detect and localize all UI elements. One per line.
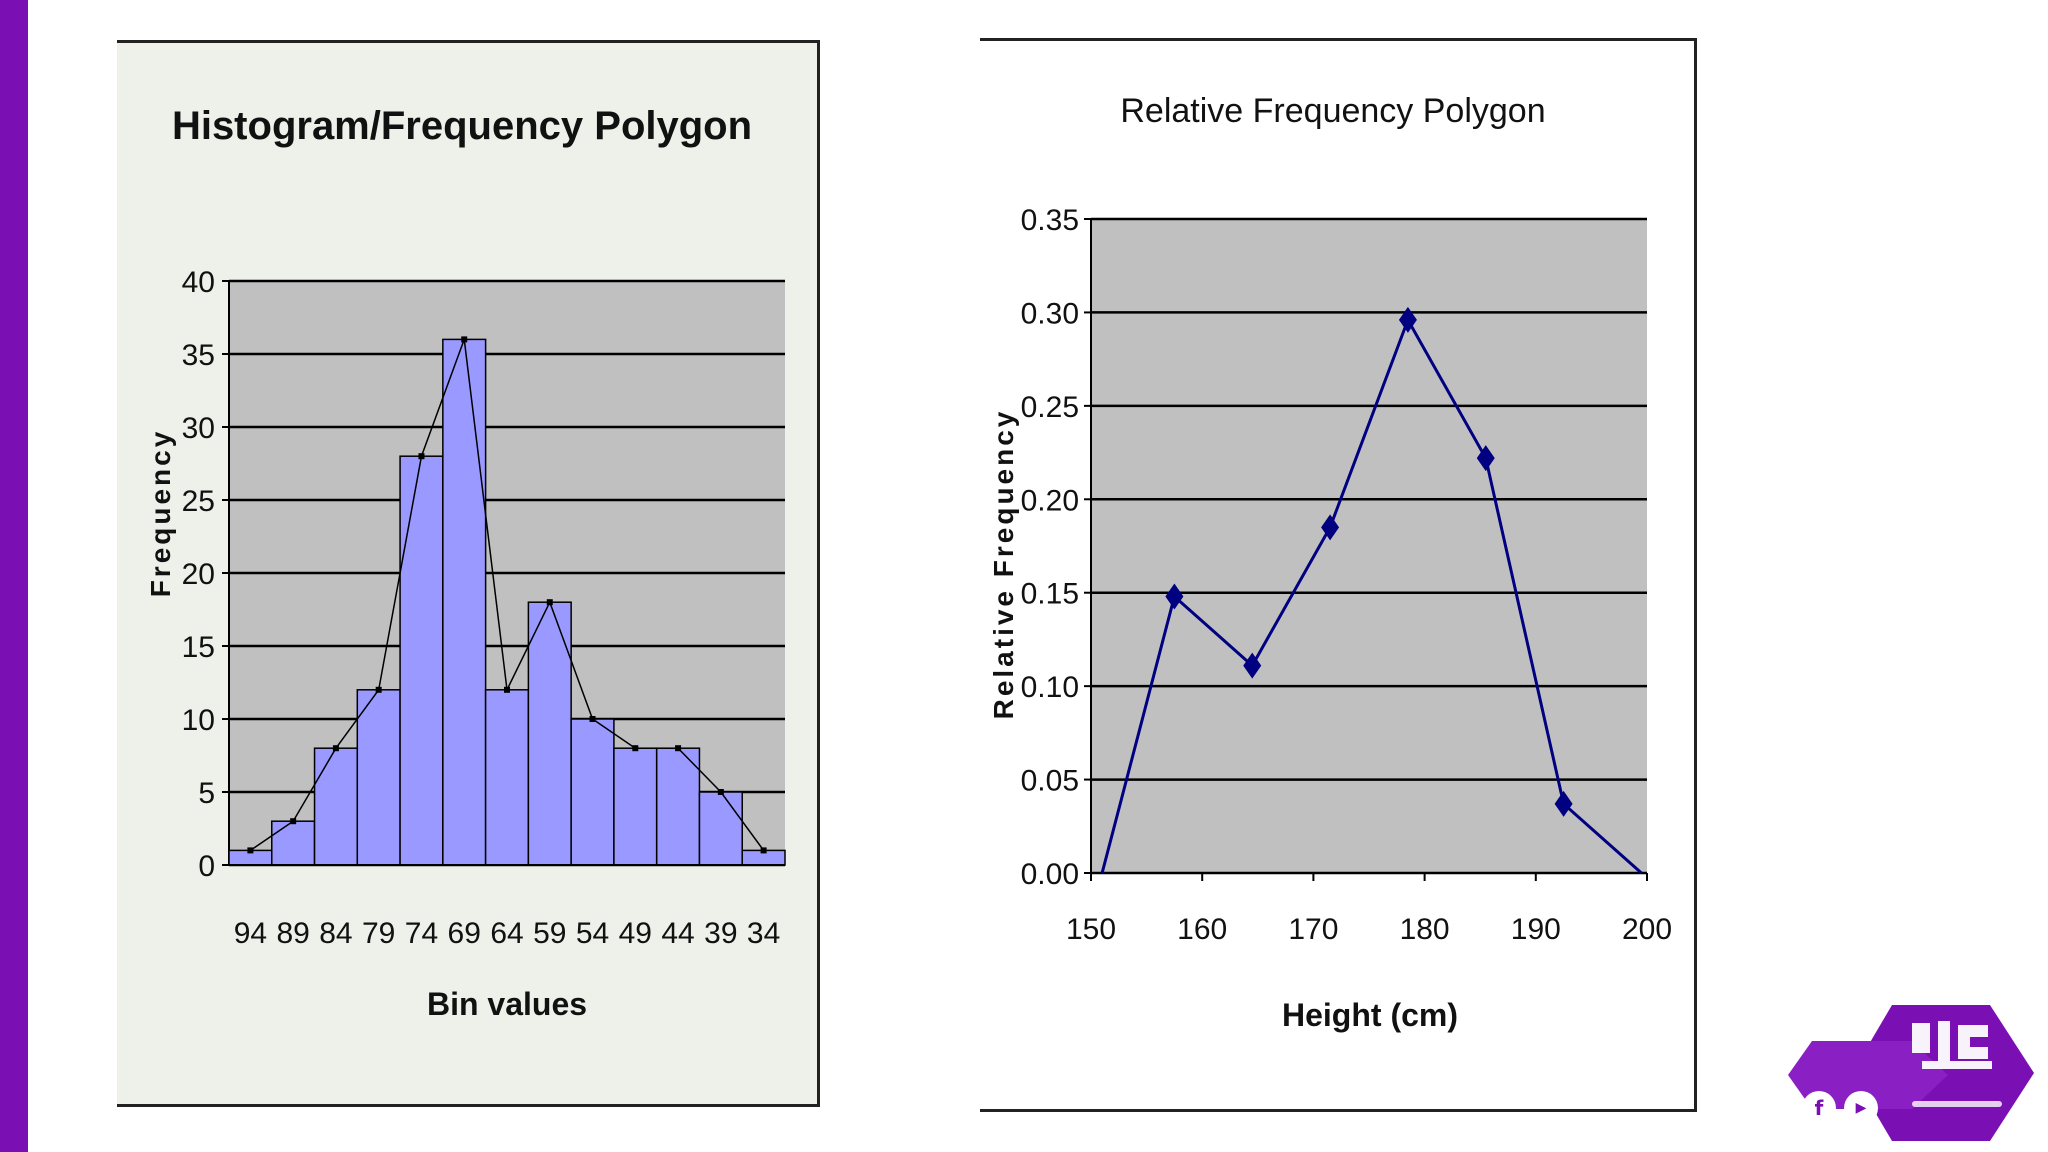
polygon-point bbox=[332, 745, 339, 752]
polygon-point bbox=[504, 686, 510, 693]
x-tick-label: 170 bbox=[1288, 913, 1338, 946]
polygon-point bbox=[675, 745, 682, 752]
relative-frequency-chart: Relative Frequency Polygon Relative Freq… bbox=[988, 92, 1672, 1033]
x-axis-label: Height (cm) bbox=[1282, 997, 1458, 1033]
y-tick-label: 0 bbox=[198, 850, 215, 883]
polygon-point bbox=[290, 818, 297, 825]
x-tick-label: 69 bbox=[448, 917, 481, 950]
x-tick-label: 49 bbox=[619, 917, 652, 950]
diamond-marker bbox=[1398, 306, 1417, 333]
polygon-point bbox=[632, 745, 639, 752]
channel-logo: f ▶ bbox=[1772, 1003, 2042, 1143]
polygon-point bbox=[247, 847, 254, 854]
histogram-bar bbox=[613, 747, 658, 866]
histogram-chart: Histogram/Frequency Polygon Frequency Bi… bbox=[145, 104, 786, 1022]
plot-area bbox=[1091, 219, 1647, 873]
x-tick-label: 34 bbox=[747, 917, 780, 950]
histogram-bar bbox=[655, 747, 701, 866]
y-tick-label: 0.00 bbox=[1021, 858, 1079, 891]
y-axis-label: Frequency bbox=[145, 429, 176, 598]
y-tick-label: 0.30 bbox=[1021, 297, 1079, 330]
polygon-point bbox=[375, 686, 382, 693]
polygon-point bbox=[546, 599, 553, 606]
histogram-bar bbox=[570, 718, 615, 866]
histogram-bar bbox=[313, 747, 359, 866]
x-tick-label: 200 bbox=[1622, 913, 1672, 946]
x-tick-label: 94 bbox=[234, 917, 267, 950]
x-tick-label: 59 bbox=[533, 917, 566, 950]
diamond-marker bbox=[1165, 583, 1184, 610]
y-axis-label: Relative Frequency bbox=[988, 409, 1019, 720]
y-tick-label: 10 bbox=[182, 704, 215, 737]
left-accent-bar bbox=[0, 0, 28, 1152]
x-tick-label: 160 bbox=[1177, 913, 1227, 946]
youtube-icon[interactable]: ▶ bbox=[1844, 1091, 1878, 1125]
x-tick-label: 44 bbox=[661, 917, 694, 950]
y-tick-label: 0.20 bbox=[1021, 484, 1079, 517]
y-tick-label: 15 bbox=[182, 631, 215, 664]
y-tick-label: 25 bbox=[182, 485, 215, 518]
facebook-icon[interactable]: f bbox=[1802, 1091, 1836, 1125]
x-tick-label: 89 bbox=[276, 917, 309, 950]
y-tick-label: 0.15 bbox=[1021, 578, 1079, 611]
y-tick-label: 5 bbox=[198, 777, 215, 810]
diamond-marker bbox=[1243, 652, 1262, 679]
y-tick-label: 0.10 bbox=[1021, 671, 1079, 704]
logo-shape bbox=[1788, 1005, 2034, 1141]
x-tick-label: 180 bbox=[1400, 913, 1450, 946]
x-tick-label: 190 bbox=[1511, 913, 1561, 946]
diamond-marker bbox=[1554, 790, 1573, 817]
polygon-point bbox=[589, 716, 596, 722]
histogram-bar bbox=[271, 820, 316, 866]
histogram-bar bbox=[698, 791, 743, 866]
polygon-point bbox=[461, 336, 468, 343]
y-tick-label: 30 bbox=[182, 412, 215, 445]
diamond-marker bbox=[1476, 445, 1495, 472]
relative-frequency-panel: Relative Frequency Polygon Relative Freq… bbox=[980, 38, 1697, 1112]
y-tick-label: 35 bbox=[182, 339, 215, 372]
polygon-point bbox=[760, 847, 767, 854]
x-tick-label: 54 bbox=[576, 917, 609, 950]
chart-title: Histogram/Frequency Polygon bbox=[172, 104, 752, 148]
histogram-bar bbox=[484, 689, 530, 866]
y-tick-label: 0.05 bbox=[1021, 765, 1079, 798]
x-tick-label: 39 bbox=[704, 917, 737, 950]
x-tick-label: 64 bbox=[490, 917, 523, 950]
histogram-bar bbox=[442, 338, 487, 866]
polygon-point bbox=[418, 453, 425, 460]
histogram-bar bbox=[356, 689, 401, 866]
histogram-bar bbox=[399, 455, 444, 866]
y-tick-label: 0.25 bbox=[1021, 391, 1079, 424]
x-tick-label: 150 bbox=[1066, 913, 1116, 946]
chart-title: Relative Frequency Polygon bbox=[1120, 92, 1545, 130]
y-tick-label: 0.35 bbox=[1021, 204, 1079, 237]
diamond-marker bbox=[1321, 514, 1340, 541]
polygon-point bbox=[717, 789, 724, 795]
x-axis-label: Bin values bbox=[427, 986, 587, 1022]
relative-frequency-line bbox=[1100, 316, 1643, 875]
y-tick-label: 40 bbox=[182, 266, 215, 299]
x-tick-label: 84 bbox=[319, 917, 352, 950]
y-tick-label: 20 bbox=[182, 558, 215, 591]
x-tick-label: 79 bbox=[362, 917, 395, 950]
x-tick-label: 74 bbox=[405, 917, 438, 950]
histogram-panel: Histogram/Frequency Polygon Frequency Bi… bbox=[117, 40, 820, 1107]
